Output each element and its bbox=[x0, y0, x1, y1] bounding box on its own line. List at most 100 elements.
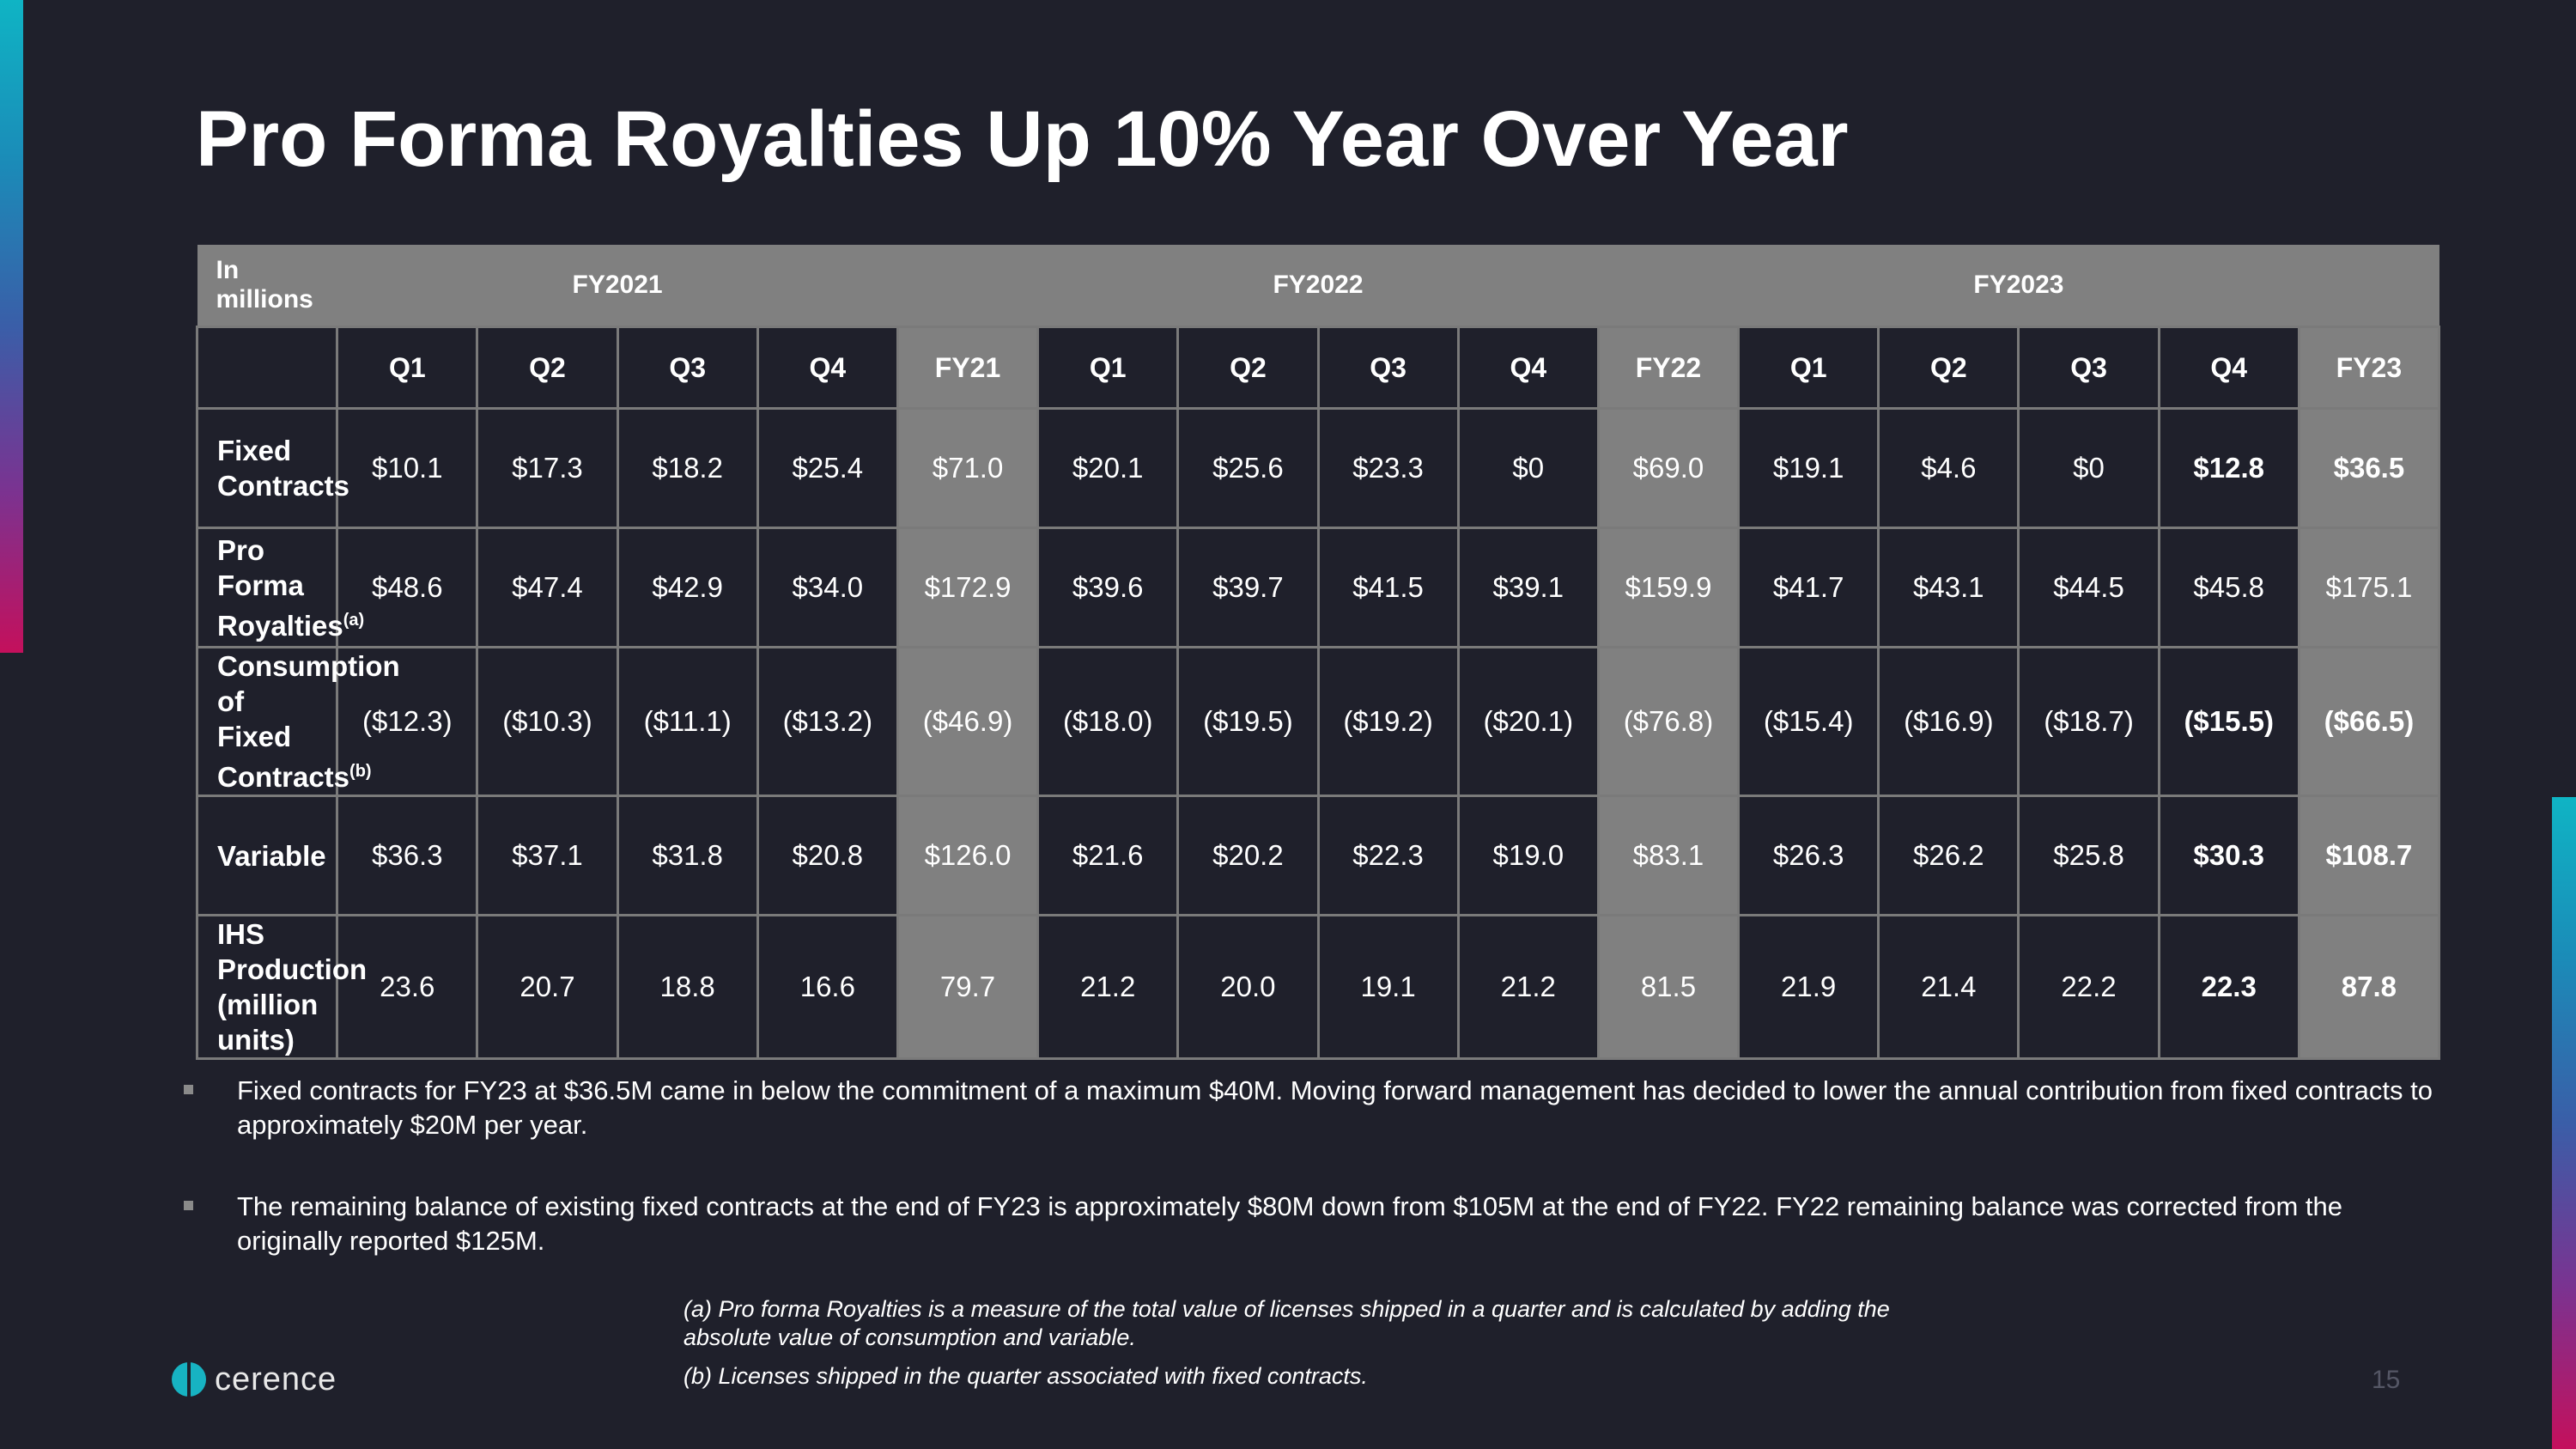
bullet: The remaining balance of existing fixed … bbox=[184, 1190, 2442, 1258]
table-cell: 21.9 bbox=[1737, 914, 1880, 1060]
table-cell: 16.6 bbox=[756, 914, 899, 1060]
accent-strip bbox=[2552, 797, 2576, 1449]
table-cell: ($12.3) bbox=[336, 646, 479, 797]
row-label-line: Pro Forma bbox=[217, 533, 304, 601]
table-cell: $0 bbox=[2017, 407, 2160, 529]
table-cell: ($19.5) bbox=[1176, 646, 1320, 797]
table-cell: ($10.3) bbox=[476, 646, 619, 797]
accent-strip bbox=[0, 0, 23, 653]
table-cell: ($76.8) bbox=[1596, 646, 1741, 797]
table-cell: $25.6 bbox=[1176, 407, 1320, 529]
table-cell: 23.6 bbox=[336, 914, 479, 1060]
column-header: Q1 bbox=[1737, 326, 1880, 410]
row-label-line: Variable bbox=[217, 839, 326, 872]
table-cell: ($19.2) bbox=[1316, 646, 1460, 797]
table-cell: $26.2 bbox=[1877, 795, 2020, 916]
table-cell: $19.0 bbox=[1456, 795, 1600, 916]
table-cell: $175.1 bbox=[2297, 527, 2441, 648]
bullet-list: Fixed contracts for FY23 at $36.5M came … bbox=[184, 1074, 2442, 1306]
table-cell: $108.7 bbox=[2297, 795, 2441, 916]
table-cell: $36.5 bbox=[2297, 407, 2441, 529]
year-header: FY2022 bbox=[1037, 245, 1599, 327]
row-label-line: Fixed Contracts bbox=[217, 435, 350, 502]
table-cell: ($15.4) bbox=[1737, 646, 1880, 797]
table-cell: $83.1 bbox=[1596, 795, 1741, 916]
data-row: Consumption of Fixed Contracts(b) ($12.3)(… bbox=[195, 646, 2441, 797]
table-cell: $36.3 bbox=[336, 795, 479, 916]
table-cell: 20.7 bbox=[476, 914, 619, 1060]
table-cell: ($15.5) bbox=[2157, 646, 2300, 797]
table-cell: $23.3 bbox=[1316, 407, 1460, 529]
column-header: Q4 bbox=[2157, 326, 2300, 410]
column-header: FY21 bbox=[896, 326, 1040, 410]
table-cell: 20.0 bbox=[1176, 914, 1320, 1060]
table-cell: $12.8 bbox=[2157, 407, 2300, 529]
table-cell: $37.1 bbox=[476, 795, 619, 916]
data-row: Pro Forma Royalties(a) $48.6 $47.4 $42.9 $34.… bbox=[195, 527, 2441, 648]
table-cell: ($16.9) bbox=[1877, 646, 2020, 797]
column-header: Q3 bbox=[616, 326, 759, 410]
table-cell: 22.3 bbox=[2157, 914, 2300, 1060]
table-cell: $48.6 bbox=[336, 527, 479, 648]
column-header: FY23 bbox=[2297, 326, 2441, 410]
table-cell: $26.3 bbox=[1737, 795, 1880, 916]
table-cell: $31.8 bbox=[616, 795, 759, 916]
table-cell: $21.6 bbox=[1036, 795, 1180, 916]
table-cell: ($11.1) bbox=[616, 646, 759, 797]
table-cell: $159.9 bbox=[1596, 527, 1741, 648]
row-label: IHS Production (million units) bbox=[195, 914, 367, 1060]
table-cell: $20.8 bbox=[756, 795, 899, 916]
table-cell: 21.2 bbox=[1036, 914, 1180, 1060]
table-cell: $25.4 bbox=[756, 407, 899, 529]
table-cell: $4.6 bbox=[1877, 407, 2020, 529]
data-row: Variable $36.3 $37.1 $31.8 $20.8 $126.0 $21.6 $… bbox=[195, 795, 2441, 916]
row-label: Consumption of Fixed Contracts(b) bbox=[195, 646, 400, 797]
table-cell: $43.1 bbox=[1877, 527, 2020, 648]
table-cell: $41.5 bbox=[1316, 527, 1460, 648]
table-cell: $69.0 bbox=[1596, 407, 1741, 529]
table-cell: ($66.5) bbox=[2297, 646, 2441, 797]
royalties-table: In millions FY2021 FY2022 FY2023 Q1 Q2 Q3 Q4 FY2… bbox=[195, 245, 2441, 1060]
footnote-ref: (b) bbox=[349, 762, 372, 781]
header-cell bbox=[2299, 245, 2439, 327]
row-label-line: Royalties(a) bbox=[217, 609, 365, 642]
table-cell: 22.2 bbox=[2017, 914, 2160, 1060]
table-cell: $10.1 bbox=[336, 407, 479, 529]
logo-text: cerence bbox=[215, 1361, 337, 1397]
corner-cell: In millions bbox=[197, 245, 337, 327]
table-cell: ($18.7) bbox=[2017, 646, 2160, 797]
year-header: FY2023 bbox=[1738, 245, 2300, 327]
table-cell: 79.7 bbox=[896, 914, 1040, 1060]
table-cell: 21.2 bbox=[1456, 914, 1600, 1060]
table-cell: $39.1 bbox=[1456, 527, 1600, 648]
row-label-line: (million units) bbox=[217, 989, 319, 1056]
column-header: Q4 bbox=[1456, 326, 1600, 410]
table-cell: $19.1 bbox=[1737, 407, 1880, 529]
column-header: Q2 bbox=[476, 326, 619, 410]
table-cell: 81.5 bbox=[1596, 914, 1741, 1060]
row-label-line: Fixed Contracts(b) bbox=[217, 721, 372, 793]
table-cell: $126.0 bbox=[896, 795, 1040, 916]
data-row: Fixed Contracts $10.1 $17.3 $18.2 $25.4 $71.0… bbox=[195, 407, 2441, 529]
table-cell: $41.7 bbox=[1737, 527, 1880, 648]
row-label: Variable bbox=[195, 795, 339, 916]
slide-title: Pro Forma Royalties Up 10% Year Over Yea… bbox=[196, 95, 1849, 183]
table-cell: 19.1 bbox=[1316, 914, 1460, 1060]
table-cell: $22.3 bbox=[1316, 795, 1460, 916]
table-cell: $71.0 bbox=[896, 407, 1040, 529]
table-cell: $172.9 bbox=[896, 527, 1040, 648]
table-cell: $30.3 bbox=[2157, 795, 2300, 916]
table-cell: $20.2 bbox=[1176, 795, 1320, 916]
logo-icon bbox=[172, 1362, 206, 1397]
row-label-line: Consumption of bbox=[217, 650, 400, 717]
year-header: FY2021 bbox=[337, 245, 898, 327]
table-cell: 87.8 bbox=[2297, 914, 2441, 1060]
column-header: Q2 bbox=[1877, 326, 2020, 410]
table-cell: $47.4 bbox=[476, 527, 619, 648]
table-cell: $20.1 bbox=[1036, 407, 1180, 529]
table-cell: $18.2 bbox=[616, 407, 759, 529]
table-cell: $44.5 bbox=[2017, 527, 2160, 648]
table-cell: $17.3 bbox=[476, 407, 619, 529]
column-header: Q1 bbox=[1036, 326, 1180, 410]
